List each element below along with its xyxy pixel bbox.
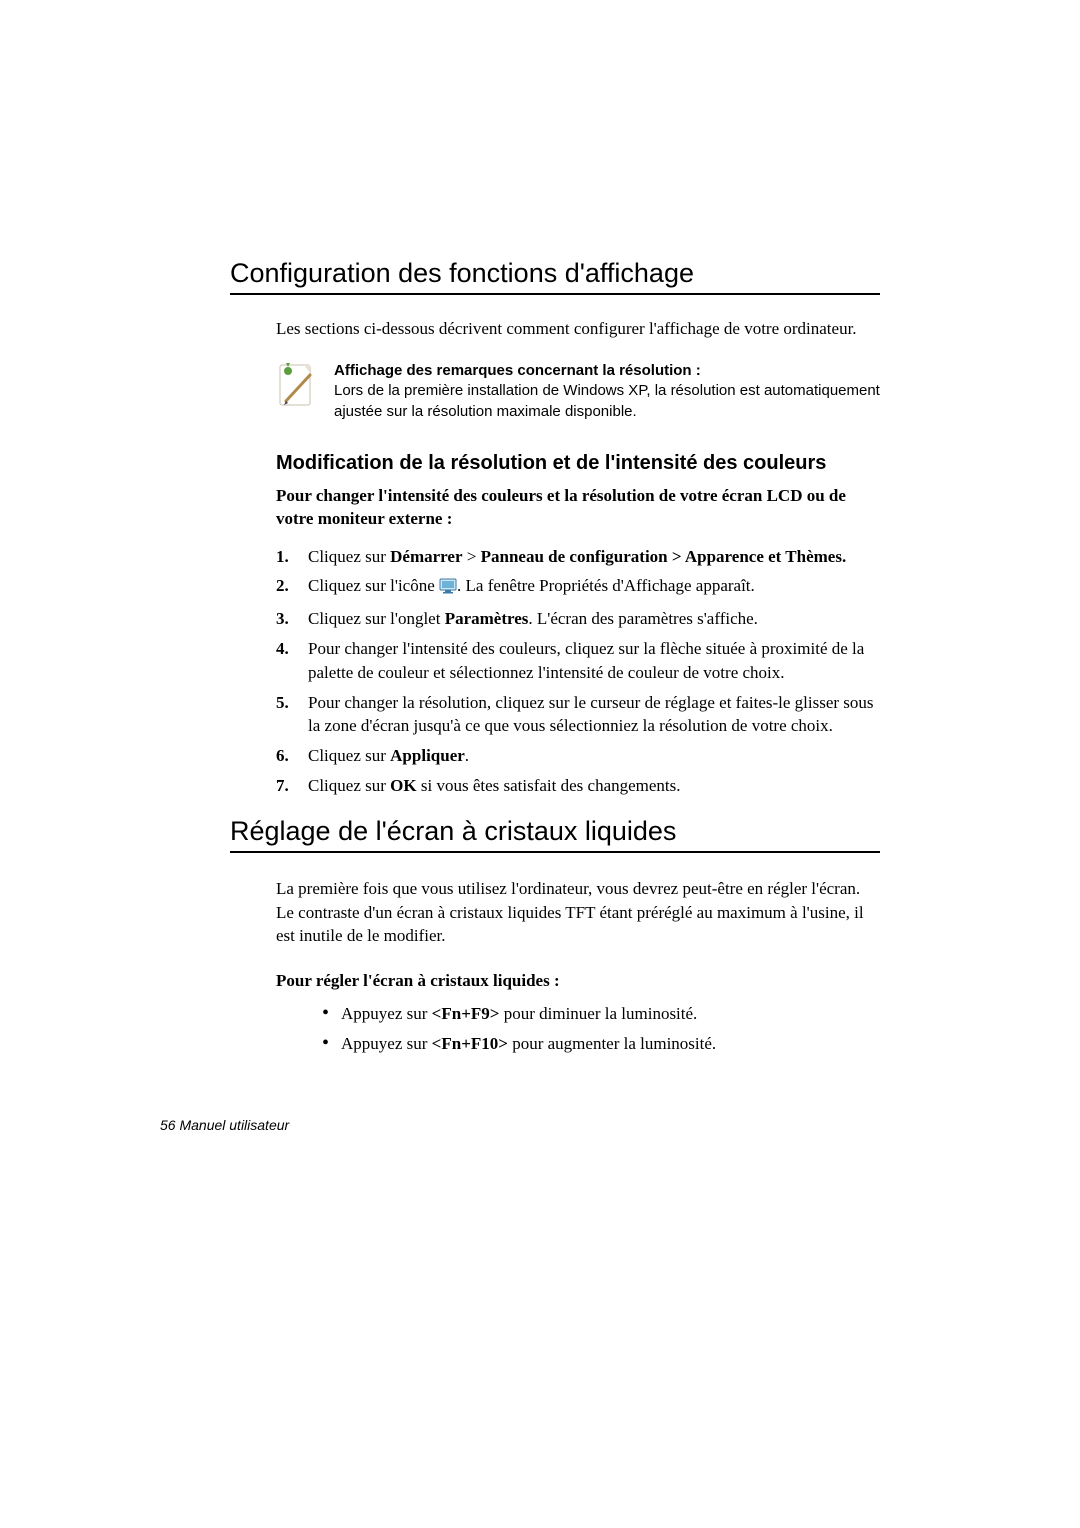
text: Cliquez sur l'onglet (308, 609, 445, 628)
text: . L'écran des paramètres s'affiche. (528, 609, 758, 628)
step-4: 4. Pour changer l'intensité des couleurs… (276, 637, 880, 685)
bullet-2: • Appuyez sur <Fn+F10> pour augmenter la… (322, 1031, 880, 1057)
bullet-text: Appuyez sur <Fn+F10> pour augmenter la l… (341, 1031, 716, 1057)
bullet-text: Appuyez sur <Fn+F9> pour diminuer la lum… (341, 1001, 697, 1027)
page: Configuration des fonctions d'affichage … (0, 0, 1080, 1528)
section2-title: Réglage de l'écran à cristaux liquides (230, 816, 880, 847)
step-text: Cliquez sur Démarrer > Panneau de config… (308, 545, 880, 569)
step-text: Cliquez sur l'onglet Paramètres. L'écran… (308, 607, 880, 631)
bullet-1: • Appuyez sur <Fn+F9> pour diminuer la l… (322, 1001, 880, 1027)
step-text: Cliquez sur Appliquer. (308, 744, 880, 768)
step-number: 3. (276, 607, 296, 631)
bold: OK (390, 776, 416, 795)
bold: Appliquer (390, 746, 465, 765)
step-7: 7. Cliquez sur OK si vous êtes satisfait… (276, 774, 880, 798)
text: . (465, 746, 469, 765)
step-5: 5. Pour changer la résolution, cliquez s… (276, 691, 880, 739)
note-icon (276, 361, 318, 409)
section1-subtitle: Modification de la résolution et de l'in… (276, 452, 880, 475)
bold: Panneau de configuration > Apparence et … (481, 547, 847, 566)
step-text: Pour changer la résolution, cliquez sur … (308, 691, 880, 739)
step-number: 6. (276, 744, 296, 768)
bold: Paramètres (445, 609, 529, 628)
step-2: 2. Cliquez sur l'icône . La fenêtre Prop… (276, 574, 880, 601)
text: Cliquez sur (308, 746, 390, 765)
bold: <Fn+F10> (432, 1034, 508, 1053)
step-number: 1. (276, 545, 296, 569)
section2-intro: La première fois que vous utilisez l'ord… (276, 877, 880, 948)
display-icon (439, 577, 457, 601)
step-number: 2. (276, 574, 296, 601)
bullets-list: • Appuyez sur <Fn+F9> pour diminuer la l… (322, 1001, 880, 1056)
step-6: 6. Cliquez sur Appliquer. (276, 744, 880, 768)
note-text: Affichage des remarques concernant la ré… (334, 361, 880, 422)
step-1: 1. Cliquez sur Démarrer > Panneau de con… (276, 545, 880, 569)
text: Cliquez sur l'icône (308, 576, 439, 595)
section1-title: Configuration des fonctions d'affichage (230, 258, 880, 289)
bold: <Fn+F9> (432, 1004, 500, 1023)
text: Appuyez sur (341, 1004, 432, 1023)
step-number: 5. (276, 691, 296, 739)
step-3: 3. Cliquez sur l'onglet Paramètres. L'éc… (276, 607, 880, 631)
text: Cliquez sur (308, 776, 390, 795)
page-footer: 56 Manuel utilisateur (160, 1117, 289, 1133)
bullet-dot: • (322, 1031, 329, 1057)
steps-list: 1. Cliquez sur Démarrer > Panneau de con… (276, 545, 880, 798)
step-text: Cliquez sur OK si vous êtes satisfait de… (308, 774, 880, 798)
text: > (463, 547, 481, 566)
text: . La fenêtre Propriétés d'Affichage appa… (457, 576, 755, 595)
note-body: Lors de la première installation de Wind… (334, 382, 880, 419)
step-text: Pour changer l'intensité des couleurs, c… (308, 637, 880, 685)
text: Cliquez sur (308, 547, 390, 566)
step-text: Cliquez sur l'icône . La fenêtre Proprié… (308, 574, 880, 601)
bullet-dot: • (322, 1001, 329, 1027)
step-number: 4. (276, 637, 296, 685)
text: Appuyez sur (341, 1034, 432, 1053)
text: pour augmenter la luminosité. (508, 1034, 716, 1053)
section1-intro: Les sections ci-dessous décrivent commen… (276, 319, 880, 339)
section1-rule (230, 293, 880, 295)
step-number: 7. (276, 774, 296, 798)
text: si vous êtes satisfait des changements. (417, 776, 681, 795)
section1-subintro: Pour changer l'intensité des couleurs et… (276, 485, 880, 531)
note-block: Affichage des remarques concernant la ré… (276, 361, 880, 422)
text: pour diminuer la luminosité. (499, 1004, 697, 1023)
bold: Démarrer (390, 547, 462, 566)
section2-subintro: Pour régler l'écran à cristaux liquides … (276, 970, 880, 993)
section2-rule (230, 851, 880, 853)
note-title: Affichage des remarques concernant la ré… (334, 362, 701, 379)
